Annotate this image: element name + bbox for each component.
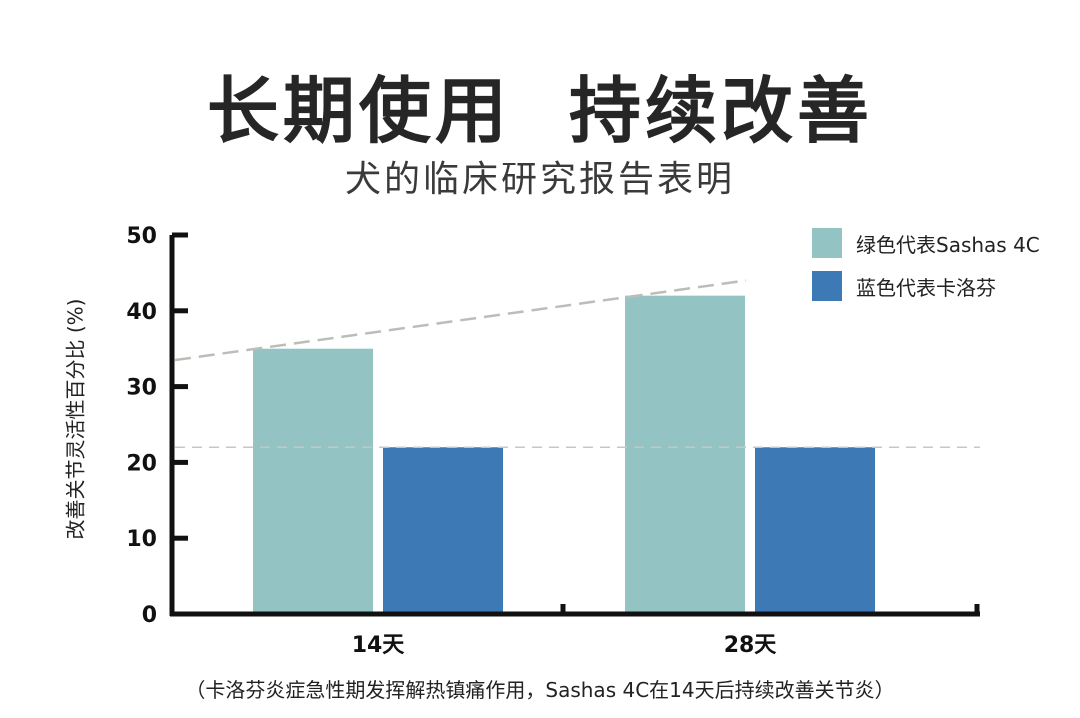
y-tick-label-50: 50	[126, 224, 157, 249]
legend-label-carprofen: 蓝色代表卡洛芬	[856, 275, 996, 300]
x-tick-label-1: 14天	[352, 633, 406, 658]
chart-legend: 绿色代表Sashas 4C 蓝色代表卡洛芬	[812, 228, 1040, 314]
legend-label-sashas: 绿色代表Sashas 4C	[856, 232, 1040, 257]
legend-swatch-carprofen	[812, 271, 842, 301]
legend-item-sashas: 绿色代表Sashas 4C	[812, 228, 1040, 258]
bar-carprofen-2	[755, 447, 875, 614]
trend-dashed-line	[174, 279, 747, 362]
chart-subtitle: 犬的临床研究报告表明	[344, 159, 735, 200]
chart-title: 长期使用 持续改善	[206, 69, 874, 153]
y-tick-label-30: 30	[126, 376, 157, 401]
x-tick-label-2: 28天	[724, 633, 778, 658]
y-tick-label-40: 40	[126, 300, 157, 325]
legend-item-carprofen: 蓝色代表卡洛芬	[812, 271, 1040, 301]
bar-sashas-1	[253, 348, 373, 614]
footnote: （卡洛芬炎症急性期发挥解热镇痛作用，Sashas 4C在14天后持续改善关节炎）	[185, 678, 895, 702]
y-tick-label-0: 0	[142, 603, 157, 628]
bar-carprofen-1	[383, 447, 503, 614]
y-tick-label-10: 10	[126, 527, 157, 552]
y-tick-label-20: 20	[126, 451, 157, 476]
bar-sashas-2	[625, 295, 745, 614]
legend-swatch-sashas	[812, 228, 842, 258]
